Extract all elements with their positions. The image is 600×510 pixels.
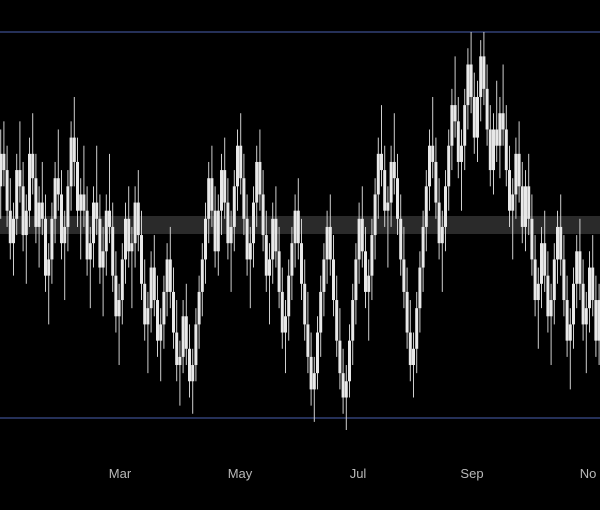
x-axis-tick-label: Jul bbox=[350, 466, 367, 481]
x-axis-tick-label: May bbox=[228, 466, 253, 481]
x-axis-tick-label: Mar bbox=[109, 466, 131, 481]
x-axis-tick-label: Sep bbox=[460, 466, 483, 481]
x-axis-tick-label: No bbox=[580, 466, 597, 481]
x-axis-labels: Mar May Jul Sep No bbox=[0, 466, 600, 484]
price-chart[interactable] bbox=[0, 0, 600, 510]
